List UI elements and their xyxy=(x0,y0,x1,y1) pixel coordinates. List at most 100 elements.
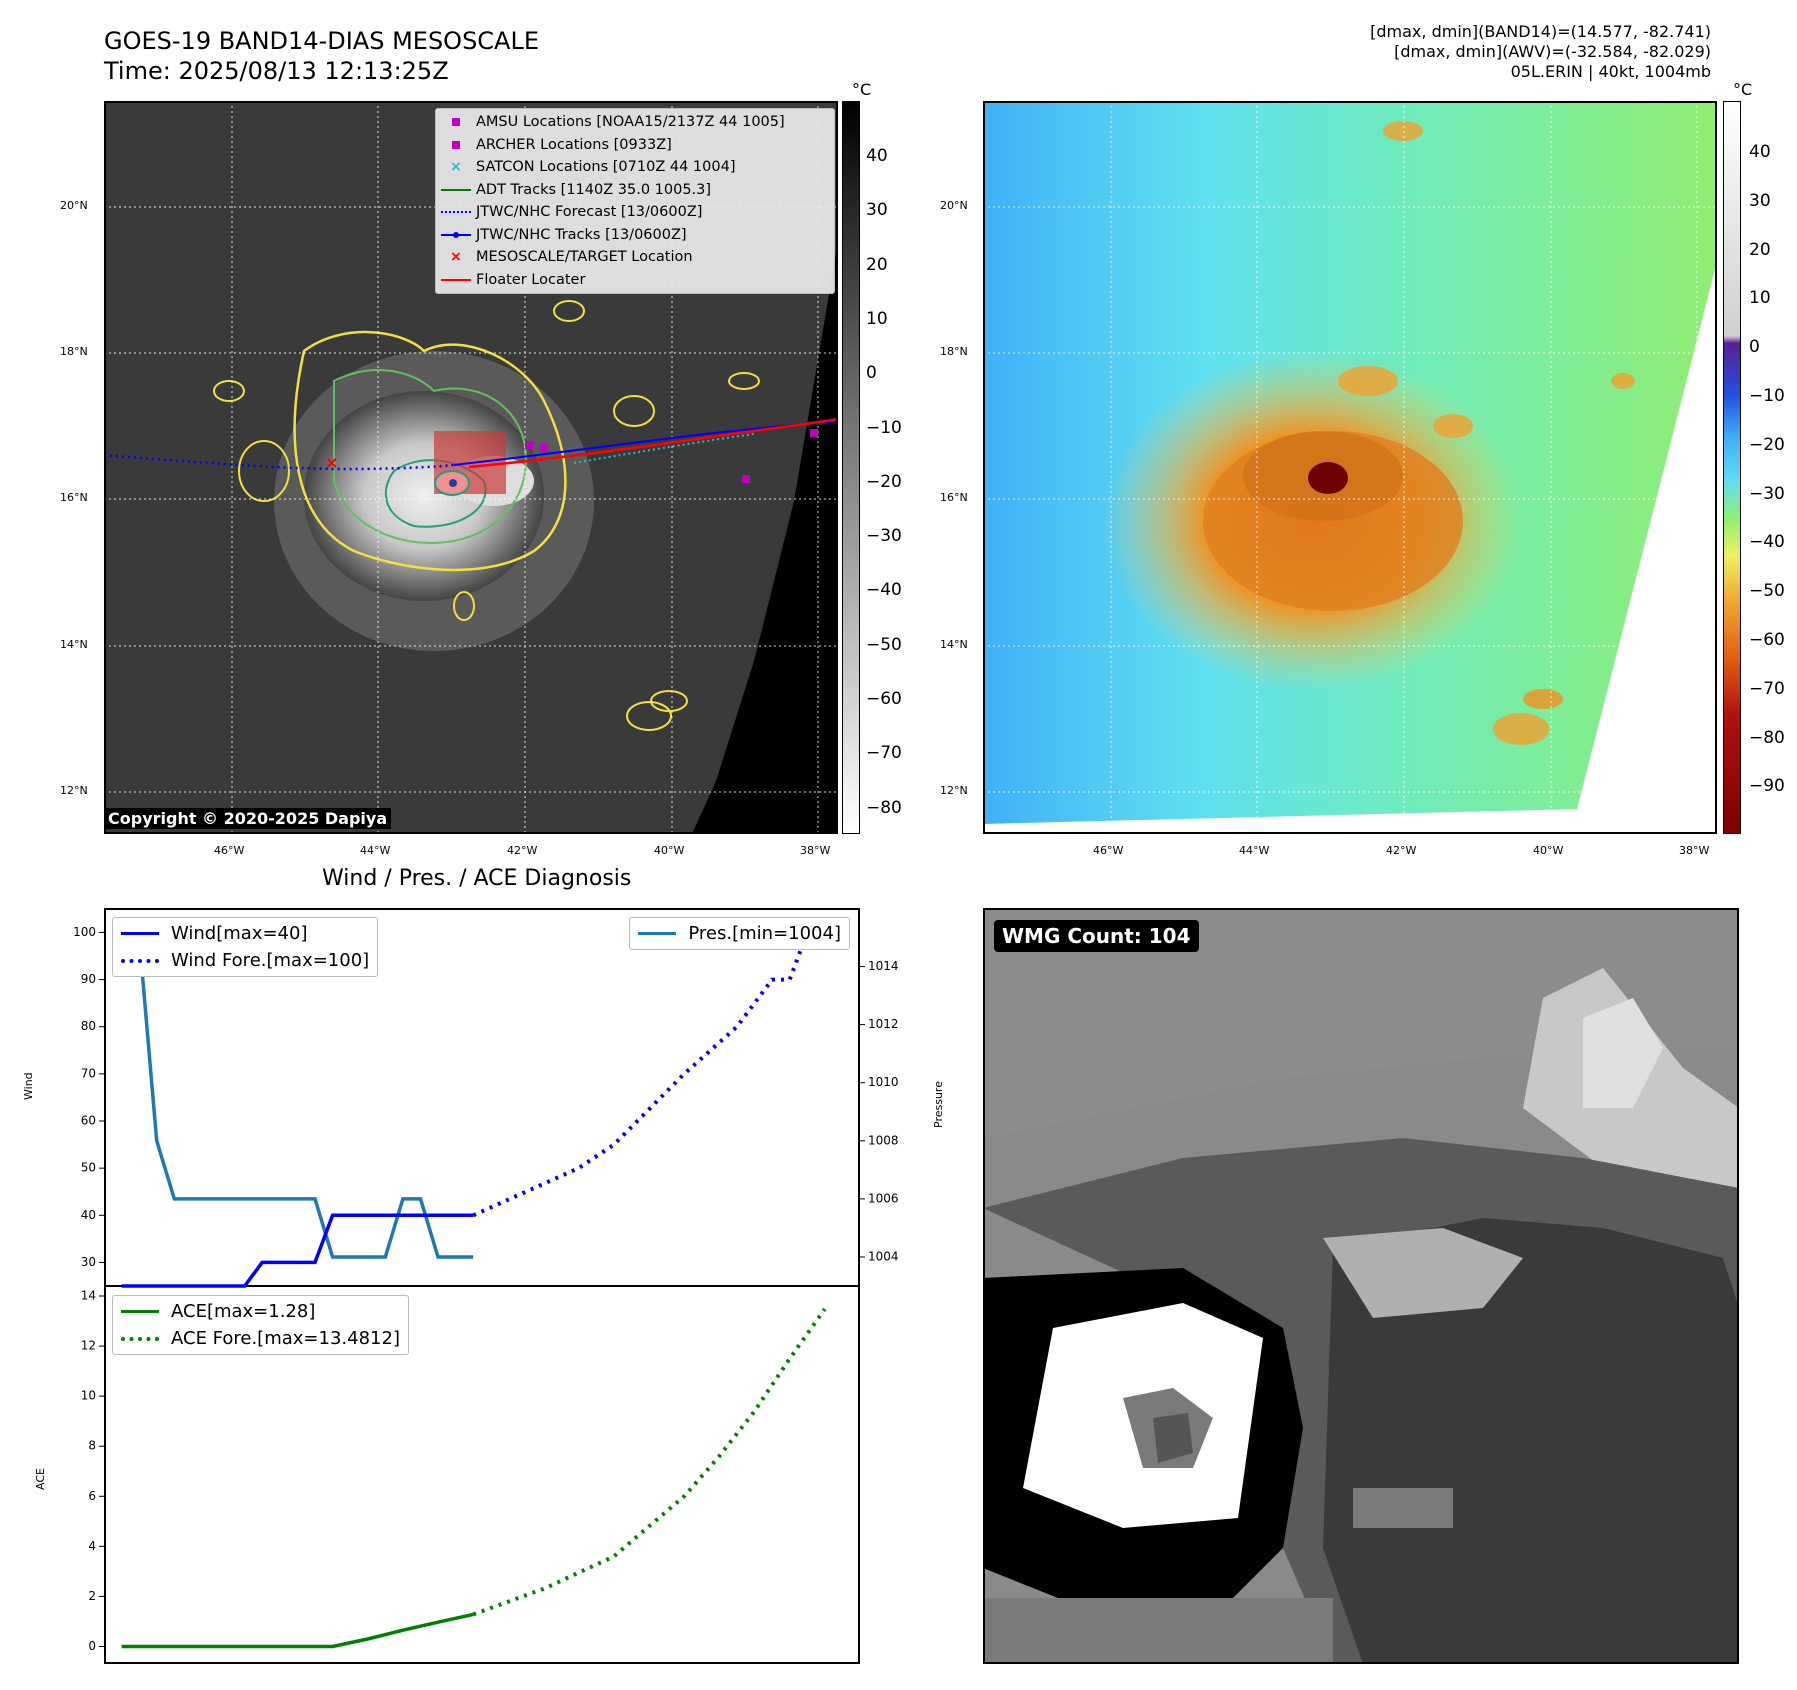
colorbar-tick-label: 10 xyxy=(1749,288,1771,309)
legend-label: ARCHER Locations [0933Z] xyxy=(476,136,672,153)
dotted-line-icon xyxy=(436,211,476,214)
colorbar-tick-label: 20 xyxy=(1749,239,1771,260)
colorbar-tick-label: 20 xyxy=(866,254,888,275)
colorbar-tick-label: −20 xyxy=(1749,434,1785,455)
lon-label: 44°W xyxy=(360,844,391,857)
lat-label: 16°N xyxy=(60,491,88,504)
ace-tick-label: 2 xyxy=(88,1589,96,1603)
lat-label: 20°N xyxy=(60,199,88,212)
ace-tick-label: 0 xyxy=(88,1639,96,1653)
pressure-tick-label: 1008 xyxy=(868,1133,899,1147)
colorbar-tick-label: 30 xyxy=(866,200,888,221)
colorbar-tick-label: −80 xyxy=(866,797,902,818)
legend-label: Wind[max=40] xyxy=(171,923,308,944)
legend-label: ACE Fore.[max=13.4812] xyxy=(171,1328,400,1349)
colorbar-tick-label: 40 xyxy=(866,146,888,166)
ir-map-panel: × AMSU Locations [NOAA15/2137Z 44 1005] … xyxy=(103,101,839,834)
legend-item-forecast: JTWC/NHC Forecast [13/0600Z] xyxy=(436,201,834,224)
wind-tick-label: 100 xyxy=(73,925,96,939)
square-marker-icon xyxy=(436,140,476,149)
legend-label: AMSU Locations [NOAA15/2137Z 44 1005] xyxy=(476,114,785,131)
info-storm: 05L.ERIN | 40kt, 1004mb xyxy=(1510,62,1711,81)
lat-label: 12°N xyxy=(940,784,968,797)
lon-label: 38°W xyxy=(800,844,831,857)
wmg-panel xyxy=(983,908,1739,1664)
ace-legend: ACE[max=1.28] ACE Fore.[max=13.4812] xyxy=(112,1295,409,1355)
color-map-frame xyxy=(983,101,1717,834)
pressure-tick-label: 1010 xyxy=(868,1075,899,1089)
colorbar-tick-label: 10 xyxy=(866,308,888,329)
legend-label: SATCON Locations [0710Z 44 1004] xyxy=(476,159,736,176)
info-box: [dmax, dmin](BAND14)=(14.577, -82.741) [… xyxy=(1370,22,1711,82)
ace-forecast-line xyxy=(472,1307,827,1617)
colorbar-color-unit: °C xyxy=(1733,80,1753,99)
map-legend: AMSU Locations [NOAA15/2137Z 44 1005] AR… xyxy=(435,108,835,294)
colorbar-tick-label: −50 xyxy=(866,634,902,655)
wmg-count-badge: WMG Count: 104 xyxy=(994,920,1199,952)
colorbar-tick-label: −80 xyxy=(1749,727,1785,748)
colorbar-tick-label: −70 xyxy=(866,743,902,764)
legend-label: ACE[max=1.28] xyxy=(171,1301,316,1322)
wind-forecast-line xyxy=(472,930,825,1218)
info-awv-range: [dmax, dmin](AWV)=(-32.584, -82.029) xyxy=(1394,42,1711,61)
lon-label: 44°W xyxy=(1239,844,1270,857)
colorbar-tick-label: −90 xyxy=(1749,776,1785,797)
colorbar-tick-label: −50 xyxy=(1749,581,1785,602)
legend-item-wind: Wind[max=40] xyxy=(121,920,369,947)
title-line-1: GOES-19 BAND14-DIAS MESOSCALE xyxy=(104,27,540,55)
line-icon xyxy=(436,188,476,191)
wind-tick-label: 80 xyxy=(81,1019,96,1033)
legend-item-satcon: × SATCON Locations [0710Z 44 1004] xyxy=(436,156,834,179)
colorbar-tick-label: −30 xyxy=(866,526,902,547)
line-icon xyxy=(436,278,476,281)
lon-label: 40°W xyxy=(654,844,685,857)
line-dot-icon xyxy=(436,231,476,239)
dotted-line-icon xyxy=(121,1336,159,1341)
wind-tick-label: 40 xyxy=(81,1208,96,1222)
wind-tick-label: 60 xyxy=(81,1114,96,1128)
colorbar-tick-label: −30 xyxy=(1749,483,1785,504)
lat-label: 18°N xyxy=(60,345,88,358)
legend-item-tracks: JTWC/NHC Tracks [13/0600Z] xyxy=(436,224,834,247)
ace-tick-label: 14 xyxy=(81,1289,96,1303)
wind-line xyxy=(121,1213,474,1288)
legend-item-archer: ARCHER Locations [0933Z] xyxy=(436,134,834,157)
pressure-line xyxy=(121,935,474,1259)
lon-label: 42°W xyxy=(1386,844,1417,857)
pressure-axis-label: Pressure xyxy=(932,1081,945,1128)
legend-label: Floater Locater xyxy=(476,271,586,288)
legend-item-amsu: AMSU Locations [NOAA15/2137Z 44 1005] xyxy=(436,111,834,134)
color-map-image xyxy=(983,101,1717,834)
lat-label: 16°N xyxy=(940,491,968,504)
colorbar-gray-unit: °C xyxy=(852,80,872,99)
line-icon xyxy=(638,932,677,935)
pressure-tick-label: 1012 xyxy=(868,1017,899,1031)
ace-axis-label: ACE xyxy=(34,1468,47,1490)
info-band14-range: [dmax, dmin](BAND14)=(14.577, -82.741) xyxy=(1370,22,1711,41)
legend-item-ace: ACE[max=1.28] xyxy=(121,1298,400,1325)
dotted-line-icon xyxy=(121,958,159,963)
legend-label: MESOSCALE/TARGET Location xyxy=(476,249,693,266)
lat-label: 14°N xyxy=(940,638,968,651)
ace-line xyxy=(121,1612,474,1649)
lat-label: 20°N xyxy=(940,199,968,212)
legend-item-ace-fore: ACE Fore.[max=13.4812] xyxy=(121,1325,400,1352)
pressure-tick-label: 1006 xyxy=(868,1191,899,1205)
colorbar-tick-label: 30 xyxy=(1749,190,1771,211)
diagnosis-title: Wind / Pres. / ACE Diagnosis xyxy=(322,866,632,891)
colorbar-tick-label: −20 xyxy=(866,471,902,492)
wind-tick-label: 50 xyxy=(81,1161,96,1175)
pressure-legend: Pres.[min=1004] xyxy=(629,917,850,950)
colorbar-tick-label: −60 xyxy=(866,689,902,709)
colorbar-gray xyxy=(842,101,860,834)
lat-label: 18°N xyxy=(940,345,968,358)
wmg-image xyxy=(983,908,1739,1664)
color-map-panel xyxy=(983,101,1717,834)
legend-item-floater: Floater Locater xyxy=(436,269,834,292)
ace-tick-label: 12 xyxy=(81,1339,96,1353)
lon-label: 38°W xyxy=(1679,844,1710,857)
copyright-label: Copyright © 2020-2025 Dapiya xyxy=(104,808,392,829)
legend-label: ADT Tracks [1140Z 35.0 1005.3] xyxy=(476,181,712,198)
svg-text:×: × xyxy=(325,453,338,472)
pressure-tick-label: 1004 xyxy=(868,1249,899,1263)
